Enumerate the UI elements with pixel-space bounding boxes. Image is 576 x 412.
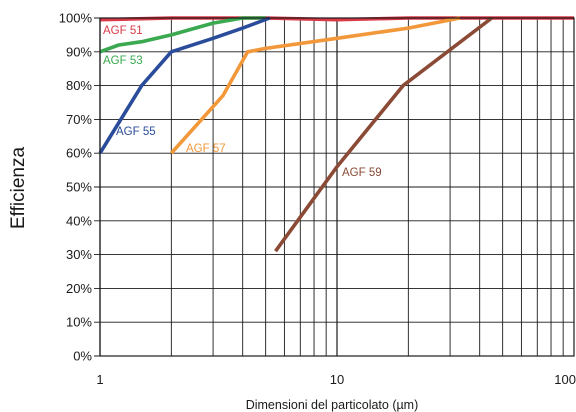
y-axis-title: Efficienza xyxy=(8,147,29,229)
y-tick-label: 100% xyxy=(59,11,93,26)
y-tick-labels: 0% 10% 20% 30% 40% 50% 60% 70% 80% 90% 100% xyxy=(59,11,93,364)
y-tick-label: 10% xyxy=(66,315,92,330)
y-tick-label: 90% xyxy=(66,44,92,59)
x-tick-label: 10 xyxy=(330,372,344,387)
series-line-agf-55 xyxy=(98,16,271,155)
y-tick-label: 60% xyxy=(66,146,92,161)
series-label-agf-55: AGF 55 xyxy=(116,126,156,138)
y-tick-label: 50% xyxy=(66,180,92,195)
grid xyxy=(94,17,574,357)
y-tick-label: 80% xyxy=(66,78,92,93)
series-label-agf-53: AGF 53 xyxy=(103,55,143,67)
series-label-agf-59: AGF 59 xyxy=(342,167,382,179)
y-tick-label: 40% xyxy=(66,213,92,228)
x-tick-labels: 1 10 100 xyxy=(96,372,576,387)
plot-border xyxy=(99,17,575,357)
y-tick-label: 0% xyxy=(73,349,92,364)
series-labels: AGF 51 AGF 53 AGF 55 AGF 57 AGF 59 xyxy=(103,25,382,179)
x-tick-label: 100 xyxy=(554,372,576,387)
series-label-agf-51: AGF 51 xyxy=(103,25,143,37)
plot-frame xyxy=(99,17,575,357)
x-axis-title: Dimensioni del particolato (µm) xyxy=(246,398,419,412)
y-tick-label: 30% xyxy=(66,247,92,262)
y-tick-label: 70% xyxy=(66,112,92,127)
series-line-agf-57 xyxy=(169,16,461,155)
x-tick-label: 1 xyxy=(96,372,103,387)
series-label-agf-57: AGF 57 xyxy=(186,143,226,155)
y-tick-label: 20% xyxy=(66,281,92,296)
series-line-agf-59 xyxy=(274,16,493,253)
